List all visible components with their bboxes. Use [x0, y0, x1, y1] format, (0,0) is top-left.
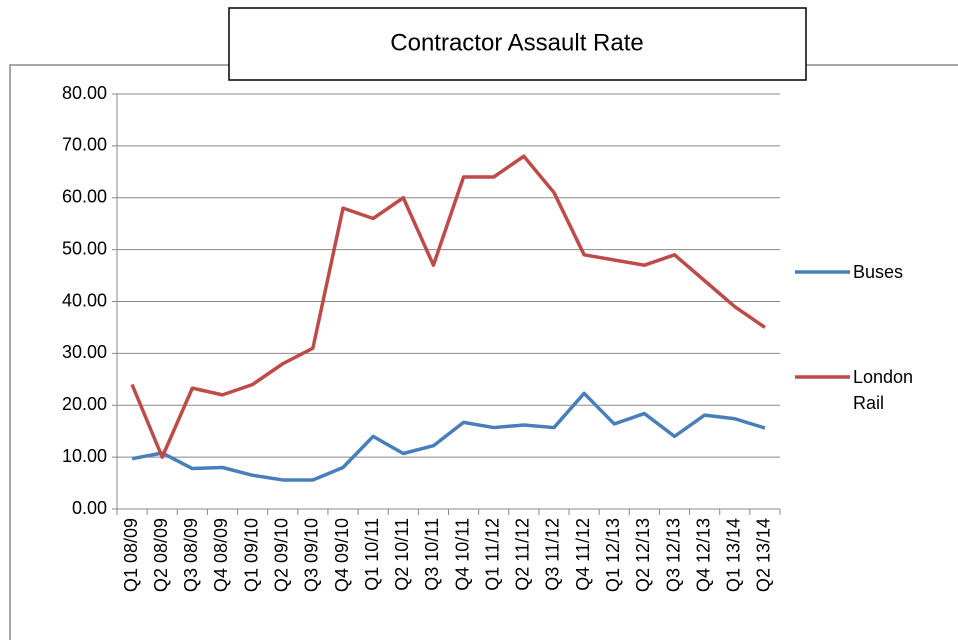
x-tick-label: Q1 09/10	[241, 518, 261, 592]
x-tick-label: Q2 13/14	[754, 518, 774, 592]
x-tick-label: Q4 11/12	[573, 518, 593, 591]
y-tick-label: 40.00	[62, 290, 107, 310]
x-tick-label: Q3 10/11	[422, 518, 442, 591]
x-tick-label: Q4 10/11	[452, 518, 472, 591]
x-tick-label: Q1 08/09	[121, 518, 141, 592]
y-tick-label: 10.00	[62, 446, 107, 466]
x-tick-label: Q2 12/13	[633, 518, 653, 592]
title-box	[228, 7, 807, 81]
legend-label: London Rail	[853, 367, 914, 413]
x-tick-label: Q3 12/13	[663, 518, 683, 592]
data-line	[131, 391, 766, 482]
x-tick-label: Q2 09/10	[272, 518, 292, 592]
x-tick-label: Q1 10/11	[362, 518, 382, 591]
x-tick-label: Q3 11/12	[543, 518, 563, 591]
x-tick-label: Q1 12/13	[603, 518, 623, 592]
y-tick-label: 20.00	[62, 394, 107, 414]
x-tick-label: Q4 09/10	[332, 518, 352, 592]
y-tick-label: 60.00	[62, 187, 107, 207]
y-tick-label: 0.00	[72, 498, 107, 518]
x-tick-label: Q1 13/14	[724, 518, 744, 592]
y-tick-label: 80.00	[62, 83, 107, 103]
x-tick-label: Q3 08/09	[181, 518, 201, 592]
x-tick-label: Q2 08/09	[151, 518, 171, 592]
x-tick-label: Q3 09/10	[302, 518, 322, 592]
y-tick-label: 50.00	[62, 238, 107, 258]
data-line	[130, 154, 766, 459]
x-tick-label: Q2 10/11	[392, 518, 412, 591]
legend-label: Buses	[853, 262, 904, 282]
y-tick-label: 30.00	[62, 342, 107, 362]
x-tick-label: Q1 11/12	[482, 518, 502, 591]
chart-title: Contractor Assault Rate	[390, 29, 643, 56]
x-tick-label: Q2 11/12	[513, 518, 533, 591]
x-tick-label: Q4 12/13	[693, 518, 713, 592]
chart-frame	[9, 64, 958, 640]
y-tick-label: 70.00	[62, 135, 107, 155]
x-tick-label: Q4 08/09	[211, 518, 231, 592]
